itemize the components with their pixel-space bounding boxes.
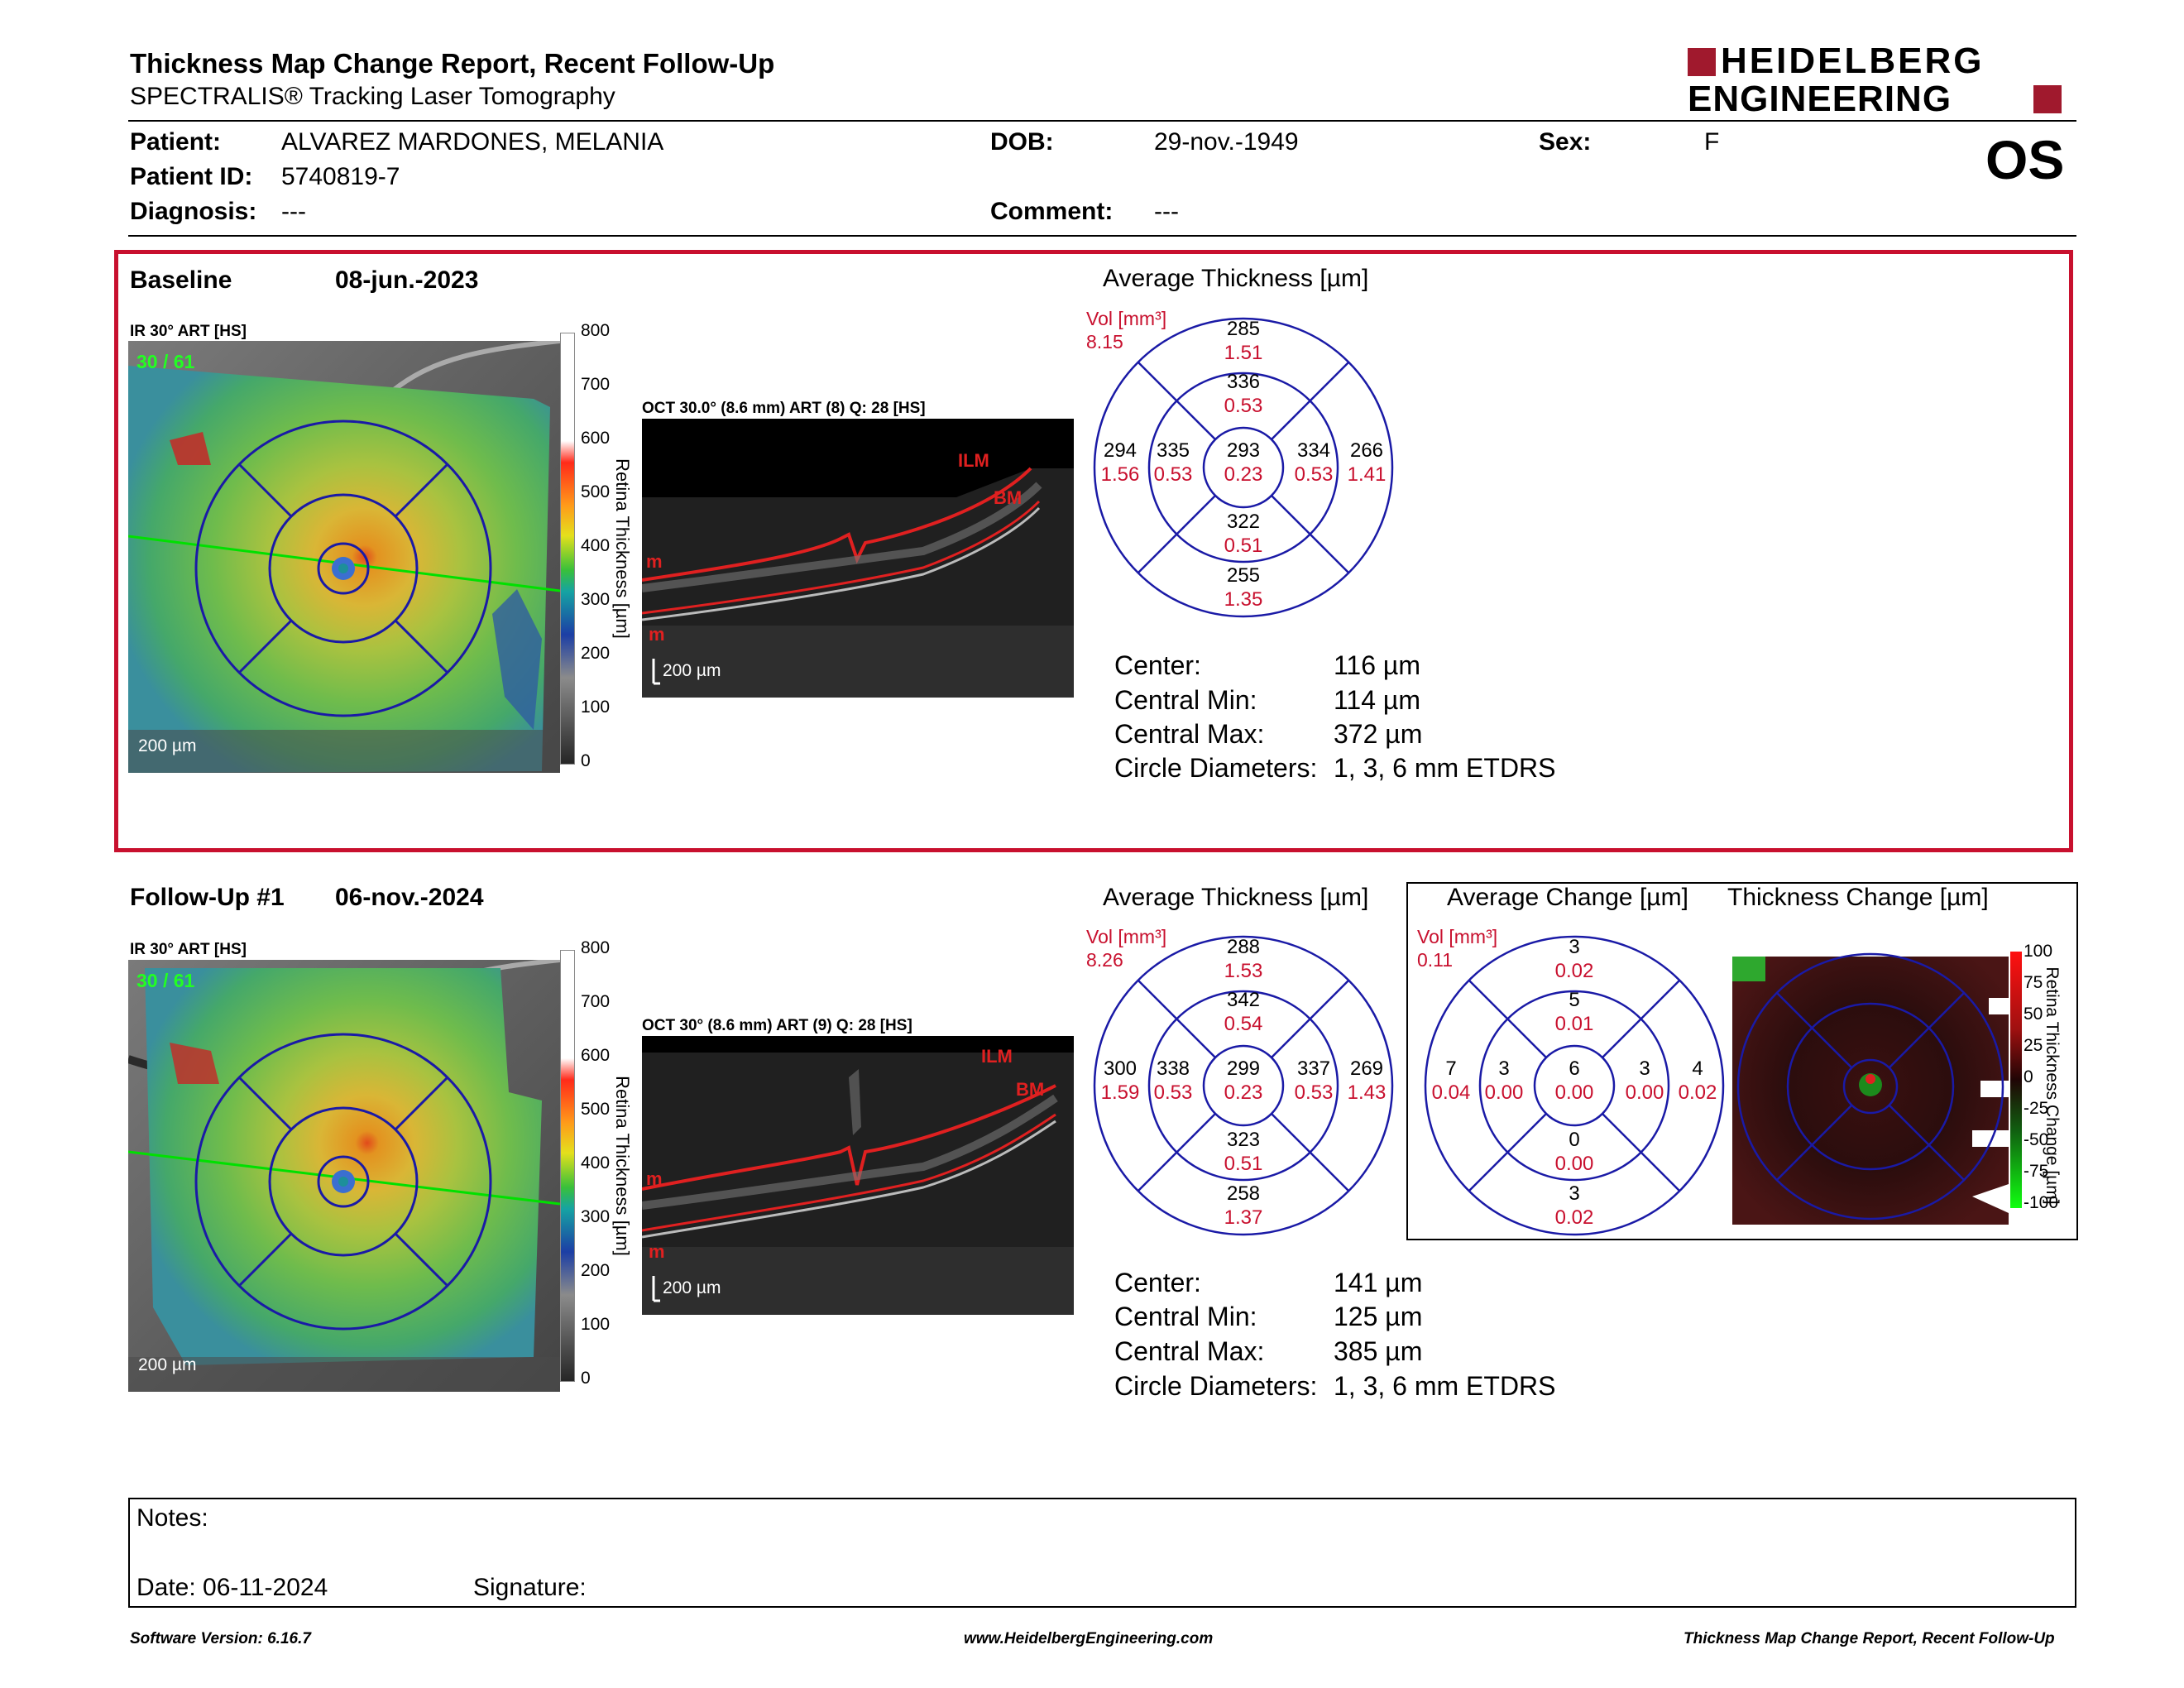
baseline-label: Baseline bbox=[130, 266, 232, 294]
change-scale-title: Retina Thickness Change [µm] bbox=[2043, 966, 2062, 1205]
heidelberg-logo: HEIDELBERG ENGINEERING bbox=[1688, 41, 2068, 120]
followup-stat-max-value: 385 µm bbox=[1334, 1336, 1423, 1366]
followup-oct-m1: m bbox=[646, 1168, 663, 1189]
followup-vol-value: 8.26 bbox=[1086, 949, 1123, 971]
baseline-oct-scan: ILM BM m m 200 µm bbox=[642, 419, 1074, 698]
baseline-oct-m1: m bbox=[646, 551, 663, 572]
notes-date: Date: 06-11-2024 bbox=[136, 1574, 328, 1601]
patient-label: Patient: bbox=[130, 128, 222, 156]
baseline-vol-value: 8.15 bbox=[1086, 331, 1123, 352]
baseline-stat-max-value: 372 µm bbox=[1334, 719, 1423, 749]
followup-oct-ilm: ILM bbox=[981, 1046, 1013, 1067]
baseline-oct-ilm: ILM bbox=[958, 450, 989, 471]
change-etdrs-grid: 3 0.02 5 0.01 7 0.04 3 0.00 6 0.00 3 0.00 4 0.0… bbox=[1424, 935, 1725, 1236]
change-vol-label: Vol [mm³] bbox=[1417, 926, 1498, 947]
followup-date: 06-nov.-2024 bbox=[335, 884, 484, 911]
baseline-oct-m2: m bbox=[649, 624, 665, 645]
followup-oct-m2: m bbox=[649, 1241, 665, 1262]
baseline-ir-scalebar: 200 µm bbox=[138, 736, 197, 755]
baseline-frame bbox=[114, 250, 2073, 852]
followup-ir-scalebar: 200 µm bbox=[138, 1355, 197, 1374]
followup-oct-label: OCT 30° (8.6 mm) ART (9) Q: 28 [HS] bbox=[642, 1017, 912, 1034]
report-subtitle: SPECTRALIS® Tracking Laser Tomography bbox=[130, 83, 615, 110]
followup-thickness-map: 30 / 61 200 µm bbox=[127, 957, 561, 1392]
baseline-date: 08-jun.-2023 bbox=[335, 266, 479, 294]
notes-label: Notes: bbox=[136, 1504, 208, 1532]
followup-vol-label: Vol [mm³] bbox=[1086, 926, 1167, 947]
followup-stat-diam-value: 1, 3, 6 mm ETDRS bbox=[1334, 1371, 1556, 1401]
baseline-stat-diam-value: 1, 3, 6 mm ETDRS bbox=[1334, 753, 1556, 783]
followup-ir-label: IR 30° ART [HS] bbox=[130, 941, 247, 958]
followup-scale-ticks: 800 700 600 500 400 300 200 100 0 bbox=[581, 938, 611, 1388]
followup-label: Follow-Up #1 bbox=[130, 884, 285, 911]
baseline-color-scale bbox=[560, 333, 575, 765]
followup-stat-center-value: 141 µm bbox=[1334, 1268, 1423, 1297]
signature-label: Signature: bbox=[473, 1574, 587, 1601]
patient-name: ALVAREZ MARDONES, MELANIA bbox=[281, 128, 664, 156]
sex-value: F bbox=[1704, 128, 1720, 156]
eye-label: OS bbox=[1985, 129, 2065, 190]
followup-oct-scan: ILM BM m m 200 µm bbox=[642, 1036, 1074, 1315]
thickness-change-map bbox=[1732, 948, 2009, 1225]
baseline-scale-ticks: 800 700 600 500 400 300 200 100 0 bbox=[581, 321, 611, 770]
followup-oct-bm: BM bbox=[1016, 1079, 1045, 1100]
baseline-avg-title: Average Thickness [µm] bbox=[1103, 265, 1369, 292]
notes-box[interactable]: Notes: Date: 06-11-2024 Signature: bbox=[128, 1498, 2076, 1608]
patient-id-label: Patient ID: bbox=[130, 163, 253, 190]
followup-ir-frames: 30 / 61 bbox=[136, 970, 195, 991]
baseline-oct-label: OCT 30.0° (8.6 mm) ART (8) Q: 28 [HS] bbox=[642, 400, 926, 417]
followup-stat-min-label: Central Min: bbox=[1114, 1302, 1257, 1331]
dob-label: DOB: bbox=[990, 128, 1054, 156]
baseline-scale-title: Retina Thickness [µm] bbox=[612, 458, 633, 639]
baseline-stat-center-value: 116 µm bbox=[1334, 650, 1420, 680]
followup-stat-max-label: Central Max: bbox=[1114, 1336, 1265, 1366]
footer-website[interactable]: www.HeidelbergEngineering.com bbox=[964, 1630, 1214, 1647]
footer-report: Thickness Map Change Report, Recent Foll… bbox=[1684, 1630, 2055, 1647]
followup-stat-min-value: 125 µm bbox=[1334, 1302, 1423, 1331]
baseline-oct-bm: BM bbox=[994, 487, 1023, 508]
followup-scale-title: Retina Thickness [µm] bbox=[612, 1076, 633, 1256]
followup-etdrs-grid: 288 1.53 342 0.54 300 1.59 338 0.53 299 0.23 … bbox=[1093, 935, 1394, 1236]
change-vol-value: 0.11 bbox=[1417, 949, 1454, 971]
baseline-etdrs-grid: 285 1.51 336 0.53 294 1.56 335 0.53 293 0.23 … bbox=[1093, 317, 1394, 618]
followup-stat-diam-label: Circle Diameters: bbox=[1114, 1371, 1318, 1401]
patient-id: 5740819-7 bbox=[281, 163, 400, 190]
dob-value: 29-nov.-1949 bbox=[1154, 128, 1299, 156]
followup-oct-scalebar: 200 µm bbox=[663, 1278, 721, 1297]
comment-label: Comment: bbox=[990, 198, 1114, 225]
baseline-stat-center-label: Center: bbox=[1114, 650, 1201, 680]
diagnosis-label: Diagnosis: bbox=[130, 198, 257, 225]
change-avg-title: Average Change [µm] bbox=[1447, 884, 1688, 911]
footer-software: Software Version: 6.16.7 bbox=[130, 1630, 311, 1647]
report-title: Thickness Map Change Report, Recent Foll… bbox=[130, 48, 775, 79]
baseline-vol-label: Vol [mm³] bbox=[1086, 308, 1167, 329]
change-panel bbox=[1406, 882, 2078, 1240]
change-color-scale bbox=[2010, 952, 2022, 1208]
baseline-thickness-map: 30 / 61 200 µm bbox=[127, 338, 561, 773]
followup-stat-center-label: Center: bbox=[1114, 1268, 1201, 1297]
baseline-stat-diam-label: Circle Diameters: bbox=[1114, 753, 1318, 783]
diagnosis-value: --- bbox=[281, 198, 306, 225]
baseline-stat-min-value: 114 µm bbox=[1334, 685, 1420, 715]
baseline-ir-frames: 30 / 61 bbox=[136, 351, 195, 372]
baseline-ir-label: IR 30° ART [HS] bbox=[130, 323, 247, 340]
followup-color-scale bbox=[560, 950, 575, 1382]
baseline-stat-min-label: Central Min: bbox=[1114, 685, 1257, 715]
followup-avg-title: Average Thickness [µm] bbox=[1103, 884, 1369, 911]
sex-label: Sex: bbox=[1539, 128, 1592, 156]
thickness-change-title: Thickness Change [µm] bbox=[1727, 884, 1989, 911]
change-scale-ticks: 100 75 50 25 0 -25 -50 -75 -100 bbox=[2024, 942, 2059, 1212]
baseline-stat-max-label: Central Max: bbox=[1114, 719, 1265, 749]
baseline-oct-scalebar: 200 µm bbox=[663, 661, 721, 680]
comment-value: --- bbox=[1154, 198, 1179, 225]
